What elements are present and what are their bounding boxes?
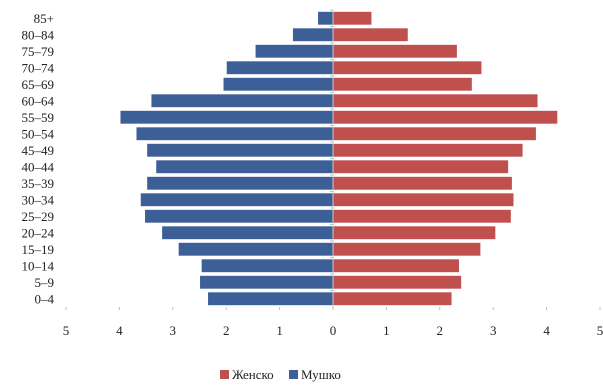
age-group-label: 5–9 <box>35 275 55 290</box>
x-tick-label: 3 <box>490 323 497 338</box>
bar-female-6 <box>333 110 558 124</box>
bar-female-1 <box>333 28 408 42</box>
bar-male-14 <box>178 242 333 256</box>
bar-female-11 <box>333 193 514 207</box>
legend-swatch-male <box>289 370 298 379</box>
legend: Женско Мушко <box>220 367 341 382</box>
x-tick-label: 1 <box>276 323 283 338</box>
x-tick-label: 2 <box>223 323 230 338</box>
age-group-label: 30–34 <box>22 192 55 207</box>
age-group-label: 70–74 <box>22 60 55 75</box>
age-group-label: 15–19 <box>22 242 55 257</box>
age-group-label: 85+ <box>34 11 54 26</box>
bar-male-2 <box>255 44 333 58</box>
bar-male-11 <box>140 193 333 207</box>
age-group-label: 60–64 <box>22 93 55 108</box>
x-axis: 5 4 3 2 1 0 1 2 3 4 5 <box>63 10 603 338</box>
age-group-label: 40–44 <box>22 159 55 174</box>
x-tick-label: 1 <box>383 323 390 338</box>
bar-female-7 <box>333 127 536 141</box>
x-tick-label: 4 <box>543 323 550 338</box>
age-group-label: 45–49 <box>22 143 55 158</box>
bar-male-17 <box>208 292 333 306</box>
bar-male-12 <box>145 209 333 223</box>
bar-female-3 <box>333 61 482 75</box>
bar-female-13 <box>333 226 496 240</box>
age-group-label: 10–14 <box>22 258 55 273</box>
age-group-label: 0–4 <box>35 291 55 306</box>
age-group-label: 20–24 <box>22 225 55 240</box>
bar-male-4 <box>223 77 333 91</box>
age-group-label: 75–79 <box>22 44 55 59</box>
x-tick-label: 5 <box>597 323 603 338</box>
bar-female-2 <box>333 44 457 58</box>
age-group-label: 25–29 <box>22 209 55 224</box>
x-tick-label: 4 <box>116 323 123 338</box>
bar-male-8 <box>147 143 333 157</box>
bar-female-16 <box>333 275 462 289</box>
bar-female-15 <box>333 259 460 273</box>
bar-female-9 <box>333 160 509 174</box>
bar-male-0 <box>318 11 333 25</box>
bar-female-0 <box>333 11 372 25</box>
age-group-label: 50–54 <box>22 126 55 141</box>
bar-female-10 <box>333 176 512 190</box>
bar-female-17 <box>333 292 452 306</box>
x-tick-label: 0 <box>330 323 337 338</box>
bar-male-15 <box>201 259 333 273</box>
bar-male-3 <box>226 61 333 75</box>
x-tick-label: 3 <box>170 323 177 338</box>
age-group-label: 35–39 <box>22 176 55 191</box>
x-tick-label: 2 <box>437 323 444 338</box>
bar-male-1 <box>292 28 333 42</box>
bar-male-10 <box>147 176 333 190</box>
age-group-label: 55–59 <box>22 110 55 125</box>
age-group-label: 80–84 <box>22 27 55 42</box>
bar-male-13 <box>162 226 333 240</box>
bar-female-5 <box>333 94 538 108</box>
bar-female-12 <box>333 209 511 223</box>
bar-female-4 <box>333 77 472 91</box>
bar-male-9 <box>156 160 333 174</box>
bar-male-5 <box>151 94 333 108</box>
bar-male-6 <box>120 110 333 124</box>
legend-label-male: Мушко <box>301 367 341 382</box>
bar-male-16 <box>200 275 333 289</box>
bar-female-14 <box>333 242 481 256</box>
legend-label-female: Женско <box>232 367 274 382</box>
age-group-label: 65–69 <box>22 77 55 92</box>
legend-swatch-female <box>220 370 229 379</box>
bar-female-8 <box>333 143 523 157</box>
bar-male-7 <box>136 127 333 141</box>
x-tick-label: 5 <box>63 323 70 338</box>
bars-group <box>120 11 558 306</box>
